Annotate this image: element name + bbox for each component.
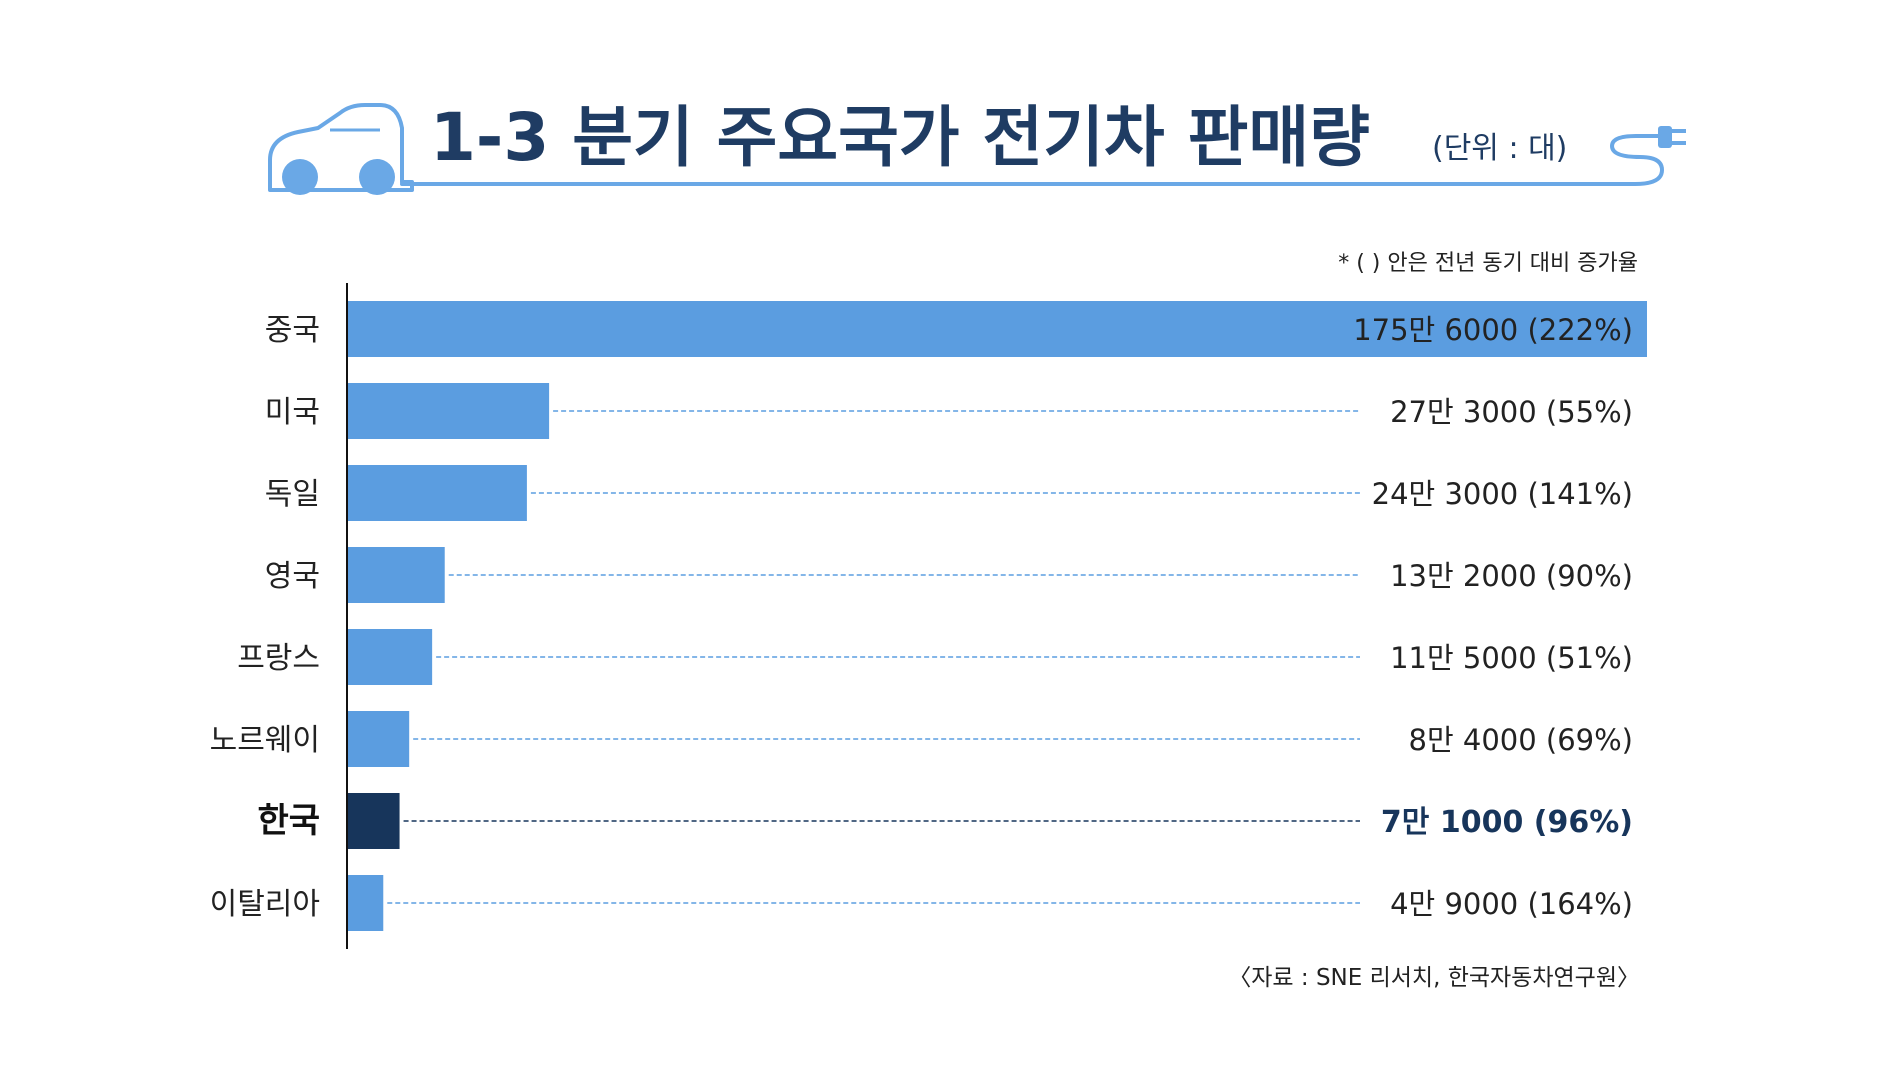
unit-label: (단위 : 대) — [1432, 131, 1567, 166]
value-label: 27만 3000 (55%) — [1390, 395, 1633, 429]
car-icon — [268, 103, 414, 195]
charging-cable — [400, 134, 1664, 186]
category-label: 프랑스 — [237, 641, 320, 676]
category-label: 한국 — [257, 801, 320, 841]
bar — [347, 547, 445, 603]
bar — [347, 383, 550, 439]
bar — [347, 793, 400, 849]
value-label: 175만 6000 (222%) — [1353, 313, 1633, 347]
value-label: 11만 5000 (51%) — [1390, 641, 1633, 675]
chart-title: 1-3 분기 주요국가 전기차 판매량 — [430, 99, 1370, 176]
growth-note: * ( ) 안은 전년 동기 대비 증가율 — [1338, 251, 1638, 276]
value-label: 4만 9000 (164%) — [1390, 887, 1633, 921]
bar — [347, 875, 384, 931]
category-label: 독일 — [265, 477, 320, 512]
category-label: 이탈리아 — [210, 887, 320, 922]
category-label: 중국 — [265, 313, 320, 348]
value-label: 24만 3000 (141%) — [1372, 477, 1633, 511]
category-label: 미국 — [265, 395, 320, 430]
bar — [347, 301, 1647, 357]
plug-icon — [1658, 126, 1686, 148]
category-label: 노르웨이 — [210, 723, 320, 758]
value-label: 7만 1000 (96%) — [1381, 805, 1633, 840]
bar — [347, 629, 433, 685]
value-label: 13만 2000 (90%) — [1390, 559, 1633, 593]
source-label: 〈자료 : SNE 리서치, 한국자동차연구원〉 — [1228, 965, 1640, 991]
bar — [347, 465, 527, 521]
value-label: 8만 4000 (69%) — [1409, 723, 1633, 757]
plot-area: 중국 175만 6000 (222%) 미국 27만 3000 (55%) 독일 24만 … — [210, 283, 1647, 949]
bar — [347, 711, 410, 767]
category-label: 영국 — [265, 559, 320, 594]
